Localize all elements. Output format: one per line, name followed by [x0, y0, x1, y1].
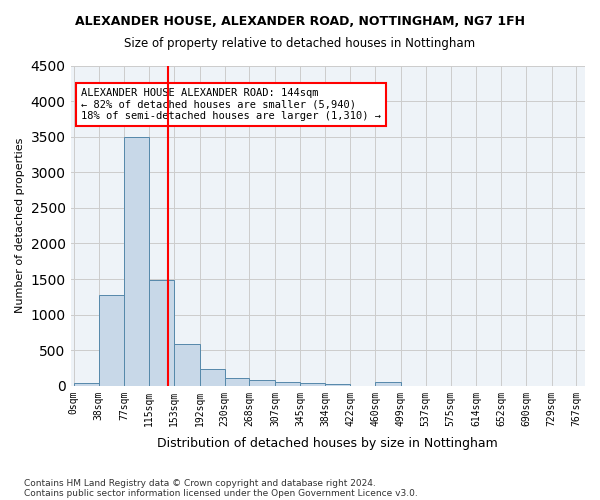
- Bar: [200, 368, 224, 386]
- Bar: [275, 382, 300, 386]
- Bar: [224, 378, 250, 386]
- Bar: [300, 383, 325, 386]
- Bar: [99, 296, 124, 386]
- Text: ALEXANDER HOUSE ALEXANDER ROAD: 144sqm
← 82% of detached houses are smaller (5,9: ALEXANDER HOUSE ALEXANDER ROAD: 144sqm ←…: [81, 88, 381, 121]
- Text: Contains public sector information licensed under the Open Government Licence v3: Contains public sector information licen…: [24, 488, 418, 498]
- Bar: [149, 280, 174, 386]
- Text: ALEXANDER HOUSE, ALEXANDER ROAD, NOTTINGHAM, NG7 1FH: ALEXANDER HOUSE, ALEXANDER ROAD, NOTTING…: [75, 15, 525, 28]
- Y-axis label: Number of detached properties: Number of detached properties: [15, 138, 25, 314]
- Bar: [174, 344, 200, 386]
- Bar: [74, 383, 99, 386]
- Bar: [325, 384, 350, 386]
- Text: Size of property relative to detached houses in Nottingham: Size of property relative to detached ho…: [124, 38, 476, 51]
- Bar: [250, 380, 275, 386]
- Bar: [375, 382, 401, 386]
- X-axis label: Distribution of detached houses by size in Nottingham: Distribution of detached houses by size …: [157, 437, 498, 450]
- Text: Contains HM Land Registry data © Crown copyright and database right 2024.: Contains HM Land Registry data © Crown c…: [24, 478, 376, 488]
- Bar: [124, 136, 149, 386]
